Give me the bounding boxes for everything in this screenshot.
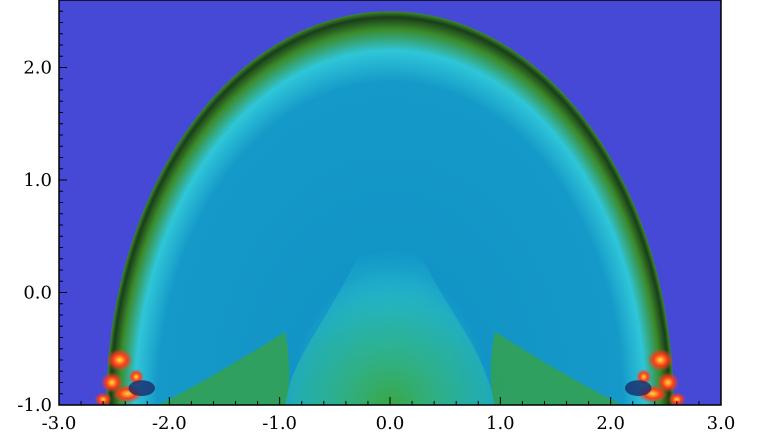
turbulence-blob [668, 392, 686, 405]
vortex-core [625, 380, 652, 396]
x-tick-label: 1.0 [486, 413, 515, 434]
x-tick-label: -1.0 [262, 413, 297, 434]
vortex-core [128, 380, 155, 396]
x-axis: -3.0 -2.0 -1.0 0.0 1.0 2.0 3.0 [42, 397, 736, 434]
edge-turbulence-left [94, 348, 155, 405]
y-tick-label: 0.0 [23, 283, 52, 304]
edge-turbulence-right [625, 348, 686, 405]
y-tick-label: 1.0 [23, 170, 52, 191]
y-axis: -1.0 0.0 1.0 2.0 [17, 0, 67, 416]
turbulence-blob [106, 348, 133, 372]
x-tick-label: -2.0 [152, 413, 187, 434]
base-jet-right [490, 331, 622, 405]
base-jet-left [158, 331, 290, 405]
y-tick-label: -1.0 [17, 395, 52, 416]
x-tick-label: -3.0 [42, 413, 77, 434]
x-tick-label: 2.0 [596, 413, 625, 434]
plot-area [59, 0, 721, 405]
x-tick-label: 0.0 [376, 413, 405, 434]
x-tick-label: 3.0 [707, 413, 736, 434]
turbulence-blob [94, 392, 112, 405]
y-tick-label: 2.0 [23, 58, 52, 79]
dome-region [106, 11, 674, 405]
central-plume [285, 238, 495, 405]
turbulence-blob [647, 348, 674, 372]
